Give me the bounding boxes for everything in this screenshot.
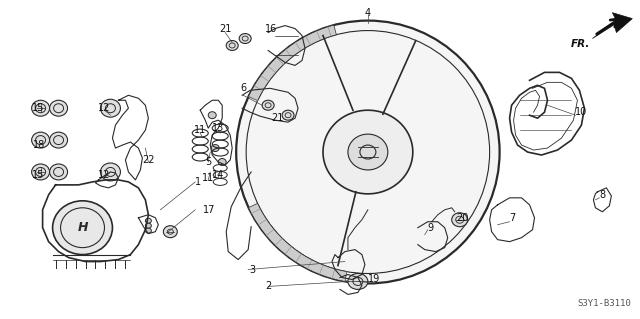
Ellipse shape xyxy=(49,132,68,148)
Ellipse shape xyxy=(226,41,238,50)
Ellipse shape xyxy=(100,163,120,181)
Ellipse shape xyxy=(145,218,152,223)
Ellipse shape xyxy=(163,226,177,238)
Polygon shape xyxy=(593,13,632,39)
Text: 14: 14 xyxy=(212,170,225,180)
Text: 12: 12 xyxy=(99,103,111,113)
Text: 6: 6 xyxy=(240,83,246,93)
Text: S3Y1-B3110: S3Y1-B3110 xyxy=(577,299,631,308)
Text: 18: 18 xyxy=(33,140,45,150)
Ellipse shape xyxy=(31,132,49,148)
Text: 22: 22 xyxy=(142,155,155,165)
Text: FR.: FR. xyxy=(571,39,591,48)
Ellipse shape xyxy=(239,33,251,43)
Text: 11: 11 xyxy=(194,125,206,135)
Text: 19: 19 xyxy=(368,274,380,285)
Ellipse shape xyxy=(145,228,152,233)
Text: 10: 10 xyxy=(575,107,588,117)
Text: 7: 7 xyxy=(509,213,516,223)
Ellipse shape xyxy=(218,159,226,166)
Ellipse shape xyxy=(49,164,68,180)
Text: 20: 20 xyxy=(457,213,469,223)
Text: H: H xyxy=(77,221,88,234)
Ellipse shape xyxy=(348,134,388,170)
Text: 12: 12 xyxy=(99,170,111,180)
Text: 9: 9 xyxy=(428,223,434,233)
Ellipse shape xyxy=(31,100,49,116)
Text: 16: 16 xyxy=(265,24,277,33)
Text: 15: 15 xyxy=(33,103,45,113)
Polygon shape xyxy=(248,25,337,101)
Text: 15: 15 xyxy=(33,170,45,180)
Ellipse shape xyxy=(52,201,113,255)
Ellipse shape xyxy=(323,110,413,194)
Ellipse shape xyxy=(208,112,216,119)
Text: 21: 21 xyxy=(271,113,284,123)
Polygon shape xyxy=(248,204,347,281)
Ellipse shape xyxy=(49,100,68,116)
Text: 4: 4 xyxy=(365,8,371,18)
Text: 13: 13 xyxy=(212,123,225,133)
Text: 8: 8 xyxy=(600,190,605,200)
Text: 5: 5 xyxy=(205,157,211,167)
Ellipse shape xyxy=(236,21,500,284)
Text: 2: 2 xyxy=(265,281,271,292)
Ellipse shape xyxy=(282,110,294,120)
Ellipse shape xyxy=(452,213,468,227)
Text: 11: 11 xyxy=(202,173,214,183)
Ellipse shape xyxy=(145,223,152,228)
Ellipse shape xyxy=(100,99,120,117)
Ellipse shape xyxy=(31,164,49,180)
Text: 21: 21 xyxy=(219,24,232,33)
Text: 3: 3 xyxy=(249,264,255,275)
Ellipse shape xyxy=(211,145,220,152)
Ellipse shape xyxy=(348,273,368,289)
Text: 17: 17 xyxy=(204,205,216,215)
Ellipse shape xyxy=(262,100,274,110)
Text: 1: 1 xyxy=(195,177,202,187)
